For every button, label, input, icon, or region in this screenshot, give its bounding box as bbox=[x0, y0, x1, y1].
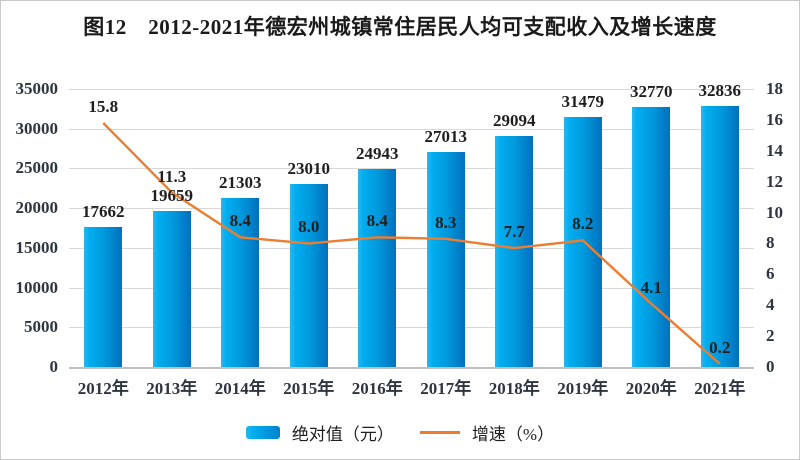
x-axis-label: 2015年 bbox=[283, 379, 335, 398]
right-axis-tick: 2 bbox=[766, 326, 775, 346]
x-axis-label: 2017年 bbox=[420, 379, 472, 398]
left-axis-tick: 30000 bbox=[15, 118, 59, 138]
right-axis-tick: 6 bbox=[766, 264, 775, 284]
bar bbox=[632, 106, 671, 367]
bar bbox=[289, 184, 328, 367]
x-axis-label: 2014年 bbox=[214, 379, 266, 398]
bar-value-label: 32770 bbox=[630, 81, 673, 101]
bar bbox=[426, 152, 465, 367]
bar-value-label: 17662 bbox=[82, 201, 125, 221]
bar bbox=[152, 210, 191, 367]
left-axis-tick: 35000 bbox=[15, 79, 59, 98]
bar bbox=[495, 135, 534, 367]
x-axis-label: 2021年 bbox=[694, 379, 746, 398]
growth-rate-label: 15.8 bbox=[88, 97, 119, 116]
left-axis-tick: 15000 bbox=[15, 237, 59, 257]
right-axis-tick: 18 bbox=[766, 79, 783, 98]
right-axis-tick: 12 bbox=[766, 171, 783, 191]
left-axis-tick: 25000 bbox=[15, 158, 59, 178]
legend-bar-label: 绝对值（元） bbox=[291, 425, 394, 444]
legend-bar-swatch-icon bbox=[245, 426, 280, 439]
left-axis-tick: 20000 bbox=[15, 198, 59, 218]
bar bbox=[700, 106, 739, 367]
bar-value-label: 31479 bbox=[561, 92, 605, 111]
growth-rate-label: 0.2 bbox=[709, 337, 731, 357]
right-axis-tick: 16 bbox=[766, 109, 783, 129]
legend: 绝对值（元） 增速（%） bbox=[1, 420, 799, 445]
growth-rate-label: 4.1 bbox=[640, 277, 662, 297]
bar-value-label: 32836 bbox=[698, 81, 742, 101]
right-axis-tick: 8 bbox=[766, 233, 775, 253]
growth-rate-label: 8.4 bbox=[229, 211, 251, 231]
x-axis-label: 2018年 bbox=[488, 379, 540, 398]
x-axis-line bbox=[69, 367, 754, 369]
x-axis-label: 2020年 bbox=[625, 379, 677, 398]
growth-rate-label: 11.3 bbox=[157, 166, 187, 186]
legend-line-label: 增速（%） bbox=[471, 425, 555, 444]
bar-value-label: 24943 bbox=[356, 143, 399, 163]
bar-value-label: 27013 bbox=[424, 127, 468, 147]
right-axis-tick: 0 bbox=[766, 357, 775, 376]
bar bbox=[358, 168, 397, 367]
bar-value-label: 19659 bbox=[150, 185, 194, 205]
x-axis-label: 2013年 bbox=[146, 379, 198, 398]
gridline bbox=[69, 89, 754, 90]
x-axis-label: 2012年 bbox=[77, 379, 129, 398]
bar-value-label: 21303 bbox=[219, 172, 262, 192]
legend-line-swatch-icon bbox=[419, 431, 460, 434]
growth-rate-label: 8.4 bbox=[366, 211, 388, 231]
left-axis-tick: 0 bbox=[49, 357, 59, 376]
bar-value-label: 29094 bbox=[493, 110, 536, 130]
x-axis-label: 2016年 bbox=[351, 379, 403, 398]
left-axis-tick: 5000 bbox=[24, 317, 58, 337]
growth-rate-label: 8.0 bbox=[298, 217, 320, 237]
chart-title: 图12 2012-2021年德宏州城镇常住居民人均可支配收入及增长速度 bbox=[83, 15, 717, 39]
right-axis-tick: 14 bbox=[766, 140, 783, 160]
bar bbox=[563, 117, 602, 367]
left-axis-tick: 10000 bbox=[15, 277, 59, 297]
bar bbox=[84, 226, 123, 367]
right-axis-tick: 4 bbox=[766, 295, 775, 315]
x-axis-label: 2019年 bbox=[557, 379, 609, 398]
growth-rate-label: 8.2 bbox=[572, 214, 594, 234]
bar-value-label: 23010 bbox=[287, 159, 331, 179]
growth-rate-label: 7.7 bbox=[503, 222, 525, 242]
right-axis-tick: 10 bbox=[766, 202, 783, 222]
growth-rate-label: 8.3 bbox=[435, 212, 457, 232]
